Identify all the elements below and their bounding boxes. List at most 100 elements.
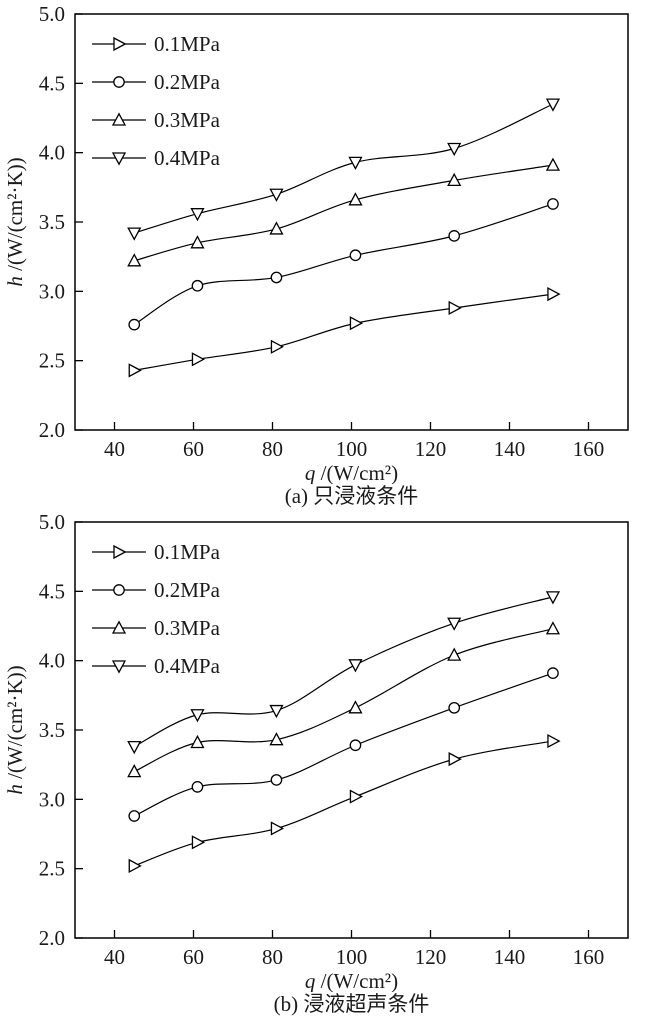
x-axis-label: q /(W/cm²) bbox=[305, 969, 398, 992]
chart-a: 40 60 80 100 120 140 160 2.0 2.5 3.0 3.5 4.0 4.5 5.0 q… bbox=[3, 2, 629, 508]
series-marker-0.1MPa bbox=[448, 752, 462, 767]
y-tick-label: 4.5 bbox=[39, 71, 65, 95]
series-marker-0.1MPa bbox=[547, 734, 561, 749]
series-marker-0.1MPa bbox=[191, 835, 206, 850]
x-tick-label: 80 bbox=[262, 437, 283, 461]
legend-marker-0.2MPa bbox=[113, 584, 125, 596]
chart-b-caption: (b) 浸液超声条件 bbox=[273, 992, 430, 1016]
series-marker-0.4MPa bbox=[190, 208, 205, 222]
series-marker-0.2MPa bbox=[547, 667, 559, 679]
legend-label: 0.2MPa bbox=[154, 578, 221, 602]
series-marker-0.4MPa bbox=[190, 709, 205, 723]
x-tick-label: 40 bbox=[104, 437, 125, 461]
x-tick-label: 140 bbox=[494, 437, 526, 461]
x-tick-label: 120 bbox=[415, 437, 447, 461]
series-marker-0.4MPa bbox=[447, 617, 462, 631]
series-curve-0.1MPa bbox=[134, 740, 554, 867]
y-tick-label: 2.5 bbox=[39, 857, 65, 881]
series-marker-0.1MPa bbox=[128, 363, 142, 378]
legend-label: 0.1MPa bbox=[154, 32, 221, 56]
series-marker-0.4MPa bbox=[127, 227, 142, 241]
series-curve-0.2MPa bbox=[133, 203, 554, 326]
legend-label: 0.4MPa bbox=[154, 654, 221, 678]
x-tick-label: 100 bbox=[336, 437, 368, 461]
y-tick-label: 3.5 bbox=[39, 210, 65, 234]
series-marker-0.2MPa bbox=[191, 781, 204, 793]
legend-marker-0.4MPa bbox=[111, 660, 127, 674]
legend-label: 0.3MPa bbox=[154, 616, 221, 640]
x-tick-label: 140 bbox=[494, 945, 526, 969]
x-axis-label: q /(W/cm²) bbox=[305, 461, 398, 484]
y-tick-label: 5.0 bbox=[39, 510, 65, 534]
x-tick-label: 120 bbox=[415, 945, 447, 969]
series-marker-0.3MPa bbox=[127, 764, 142, 778]
x-tick-label: 80 bbox=[262, 945, 283, 969]
series-marker-0.3MPa bbox=[127, 253, 142, 267]
chart-b-canvas: 40 60 80 100 120 140 160 2.0 2.5 3.0 3.5 4.0 4.5 5.0 q… bbox=[3, 510, 629, 992]
series-marker-0.4MPa bbox=[447, 142, 462, 157]
legend-marker-0.1MPa bbox=[113, 36, 127, 52]
series-marker-0.4MPa bbox=[348, 156, 363, 170]
legend-label: 0.1MPa bbox=[154, 540, 221, 564]
x-tick-label: 60 bbox=[183, 945, 204, 969]
series-marker-0.4MPa bbox=[545, 98, 561, 112]
y-tick-label: 3.0 bbox=[39, 279, 65, 303]
legend-label: 0.3MPa bbox=[154, 108, 221, 132]
y-tick-label: 2.5 bbox=[39, 349, 65, 373]
legend-marker-0.1MPa bbox=[113, 544, 127, 560]
series-marker-0.3MPa bbox=[269, 732, 284, 746]
series-marker-0.3MPa bbox=[447, 172, 462, 187]
series-marker-0.3MPa bbox=[190, 734, 205, 749]
legend-marker-0.2MPa bbox=[113, 76, 125, 88]
y-tick-label: 4.0 bbox=[39, 141, 65, 165]
series-marker-0.2MPa bbox=[448, 230, 461, 242]
series-marker-0.1MPa bbox=[349, 316, 364, 331]
series-marker-0.4MPa bbox=[269, 188, 284, 202]
series-marker-0.1MPa bbox=[191, 352, 206, 367]
x-tick-label: 160 bbox=[573, 945, 605, 969]
x-tick-label: 100 bbox=[336, 945, 368, 969]
series-marker-0.2MPa bbox=[270, 271, 283, 284]
series-marker-0.3MPa bbox=[545, 621, 561, 635]
series-marker-0.2MPa bbox=[128, 318, 141, 331]
series-marker-0.2MPa bbox=[270, 774, 283, 786]
x-tick-label: 60 bbox=[183, 437, 204, 461]
series-marker-0.2MPa bbox=[128, 810, 141, 822]
series-marker-0.4MPa bbox=[545, 591, 561, 605]
series-marker-0.1MPa bbox=[547, 287, 561, 302]
x-tick-label: 160 bbox=[573, 437, 605, 461]
series-marker-0.2MPa bbox=[547, 198, 559, 210]
legend-label: 0.2MPa bbox=[154, 70, 221, 94]
x-tick-label: 40 bbox=[104, 945, 125, 969]
y-tick-label: 2.0 bbox=[39, 926, 65, 950]
legend-marker-0.3MPa bbox=[111, 620, 127, 634]
series-marker-0.3MPa bbox=[545, 157, 561, 171]
legend-marker-0.3MPa bbox=[111, 112, 127, 126]
y-tick-label: 3.5 bbox=[39, 718, 65, 742]
y-tick-label: 3.0 bbox=[39, 787, 65, 811]
series-marker-0.4MPa bbox=[127, 740, 142, 755]
chart-a-canvas: 40 60 80 100 120 140 160 2.0 2.5 3.0 3.5 4.0 4.5 5.0 q… bbox=[3, 2, 629, 484]
series-marker-0.2MPa bbox=[349, 249, 362, 262]
series-marker-0.3MPa bbox=[269, 221, 284, 235]
y-tick-label: 2.0 bbox=[39, 418, 65, 442]
series-marker-0.3MPa bbox=[348, 192, 363, 206]
series-marker-0.1MPa bbox=[448, 300, 462, 316]
series-marker-0.3MPa bbox=[190, 235, 205, 249]
series-marker-0.1MPa bbox=[349, 789, 364, 804]
series-marker-0.1MPa bbox=[270, 821, 285, 836]
chart-b: 40 60 80 100 120 140 160 2.0 2.5 3.0 3.5 4.0 4.5 5.0 q… bbox=[0, 508, 647, 1016]
series-marker-0.3MPa bbox=[447, 647, 462, 661]
series-marker-0.1MPa bbox=[270, 339, 285, 354]
series-marker-0.2MPa bbox=[448, 701, 461, 714]
y-tick-label: 4.5 bbox=[39, 579, 65, 603]
y-axis-label: h /(W/(cm²·K)) bbox=[3, 665, 27, 794]
legend-label: 0.4MPa bbox=[154, 146, 221, 170]
series-marker-0.2MPa bbox=[191, 279, 204, 292]
series-marker-0.2MPa bbox=[349, 739, 362, 752]
series-marker-0.4MPa bbox=[269, 704, 284, 719]
series-marker-0.1MPa bbox=[128, 858, 142, 873]
y-tick-label: 4.0 bbox=[39, 649, 65, 673]
legend-marker-0.4MPa bbox=[111, 152, 127, 166]
